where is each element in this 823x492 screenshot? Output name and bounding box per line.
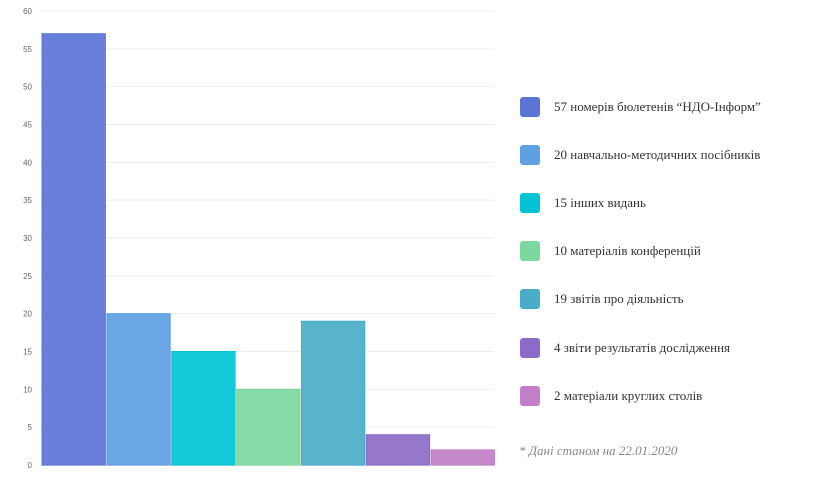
legend-label: 15 інших видань xyxy=(554,195,646,210)
bar-4[interactable] xyxy=(236,388,301,466)
legend-item-6[interactable]: 4 звіти результатів дослідження xyxy=(520,338,730,358)
legend-swatch xyxy=(520,97,540,117)
y-tick-label: 15 xyxy=(23,348,32,357)
legend-swatch xyxy=(520,145,540,165)
legend-label: 10 матеріалів конференцій xyxy=(554,243,701,258)
legend-label: 20 навчально-методичних посібників xyxy=(554,147,761,162)
y-tick-label: 20 xyxy=(23,310,32,319)
y-tick-label: 10 xyxy=(23,385,32,394)
legend-item-4[interactable]: 10 матеріалів конференцій xyxy=(520,241,701,261)
bar-5[interactable] xyxy=(300,320,366,466)
y-tick-label: 30 xyxy=(23,234,32,243)
y-tick-label: 0 xyxy=(28,461,33,470)
legend-swatch xyxy=(520,289,540,309)
legend-label: 57 номерів бюлетенів “НДО-Інформ” xyxy=(554,99,761,114)
legend-swatch xyxy=(520,338,540,358)
y-tick-label: 60 xyxy=(23,7,32,16)
bars xyxy=(41,33,495,466)
legend-swatch xyxy=(520,386,540,406)
legend-label: 2 матеріали круглих столів xyxy=(554,388,703,403)
y-tick-label: 45 xyxy=(23,121,32,130)
y-tick-label: 50 xyxy=(23,83,32,92)
y-tick-label: 5 xyxy=(28,423,33,432)
legend-swatch xyxy=(520,241,540,261)
bar-2[interactable] xyxy=(106,313,171,466)
footnote: * Дані станом на 22.01.2020 xyxy=(519,443,678,458)
y-axis-ticks: 0 5 10 15 20 25 30 35 40 45 50 55 60 xyxy=(23,7,32,470)
bar-3[interactable] xyxy=(171,351,236,466)
legend-item-3[interactable]: 15 інших видань xyxy=(520,193,646,213)
legend-item-1[interactable]: 57 номерів бюлетенів “НДО-Інформ” xyxy=(520,97,761,117)
bar-7[interactable] xyxy=(430,449,495,466)
bar-1[interactable] xyxy=(41,33,106,466)
legend-label: 19 звітів про діяльність xyxy=(554,291,684,306)
y-tick-label: 55 xyxy=(23,45,32,54)
legend-item-5[interactable]: 19 звітів про діяльність xyxy=(520,289,684,309)
y-tick-label: 25 xyxy=(23,272,32,281)
legend-item-2[interactable]: 20 навчально-методичних посібників xyxy=(520,145,760,165)
legend-item-7[interactable]: 2 матеріали круглих столів xyxy=(520,386,702,406)
bar-6[interactable] xyxy=(365,434,431,466)
legend-swatch xyxy=(520,193,540,213)
y-tick-label: 40 xyxy=(23,158,32,167)
legend-label: 4 звіти результатів дослідження xyxy=(554,340,731,355)
y-tick-label: 35 xyxy=(23,196,32,205)
